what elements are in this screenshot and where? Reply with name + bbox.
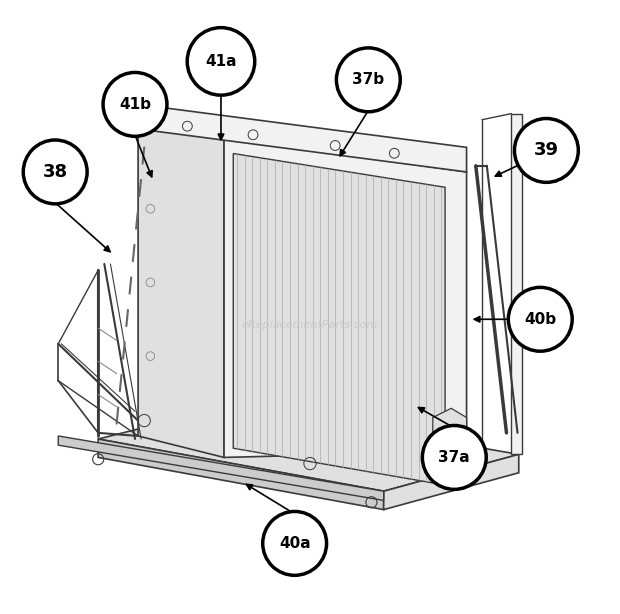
Text: 40a: 40a: [279, 536, 311, 551]
Polygon shape: [233, 154, 445, 485]
Polygon shape: [433, 408, 467, 442]
Circle shape: [103, 72, 167, 136]
Circle shape: [422, 426, 486, 489]
Polygon shape: [224, 138, 467, 457]
Polygon shape: [98, 405, 519, 491]
Text: 41b: 41b: [119, 97, 151, 112]
Polygon shape: [98, 439, 384, 510]
Circle shape: [508, 287, 572, 351]
Text: eReplacementParts.com: eReplacementParts.com: [242, 321, 378, 330]
Circle shape: [187, 28, 255, 95]
Text: 40b: 40b: [524, 312, 556, 327]
Circle shape: [515, 119, 578, 182]
Polygon shape: [138, 104, 467, 172]
Circle shape: [24, 140, 87, 204]
Circle shape: [263, 511, 327, 575]
Text: 41a: 41a: [205, 54, 237, 69]
Circle shape: [337, 48, 401, 112]
Text: 39: 39: [534, 141, 559, 160]
Text: 37b: 37b: [352, 72, 384, 87]
Polygon shape: [512, 114, 522, 454]
Polygon shape: [138, 129, 224, 457]
Text: 38: 38: [43, 163, 68, 181]
Polygon shape: [384, 454, 519, 510]
Polygon shape: [58, 436, 384, 500]
Text: 37a: 37a: [438, 450, 470, 465]
